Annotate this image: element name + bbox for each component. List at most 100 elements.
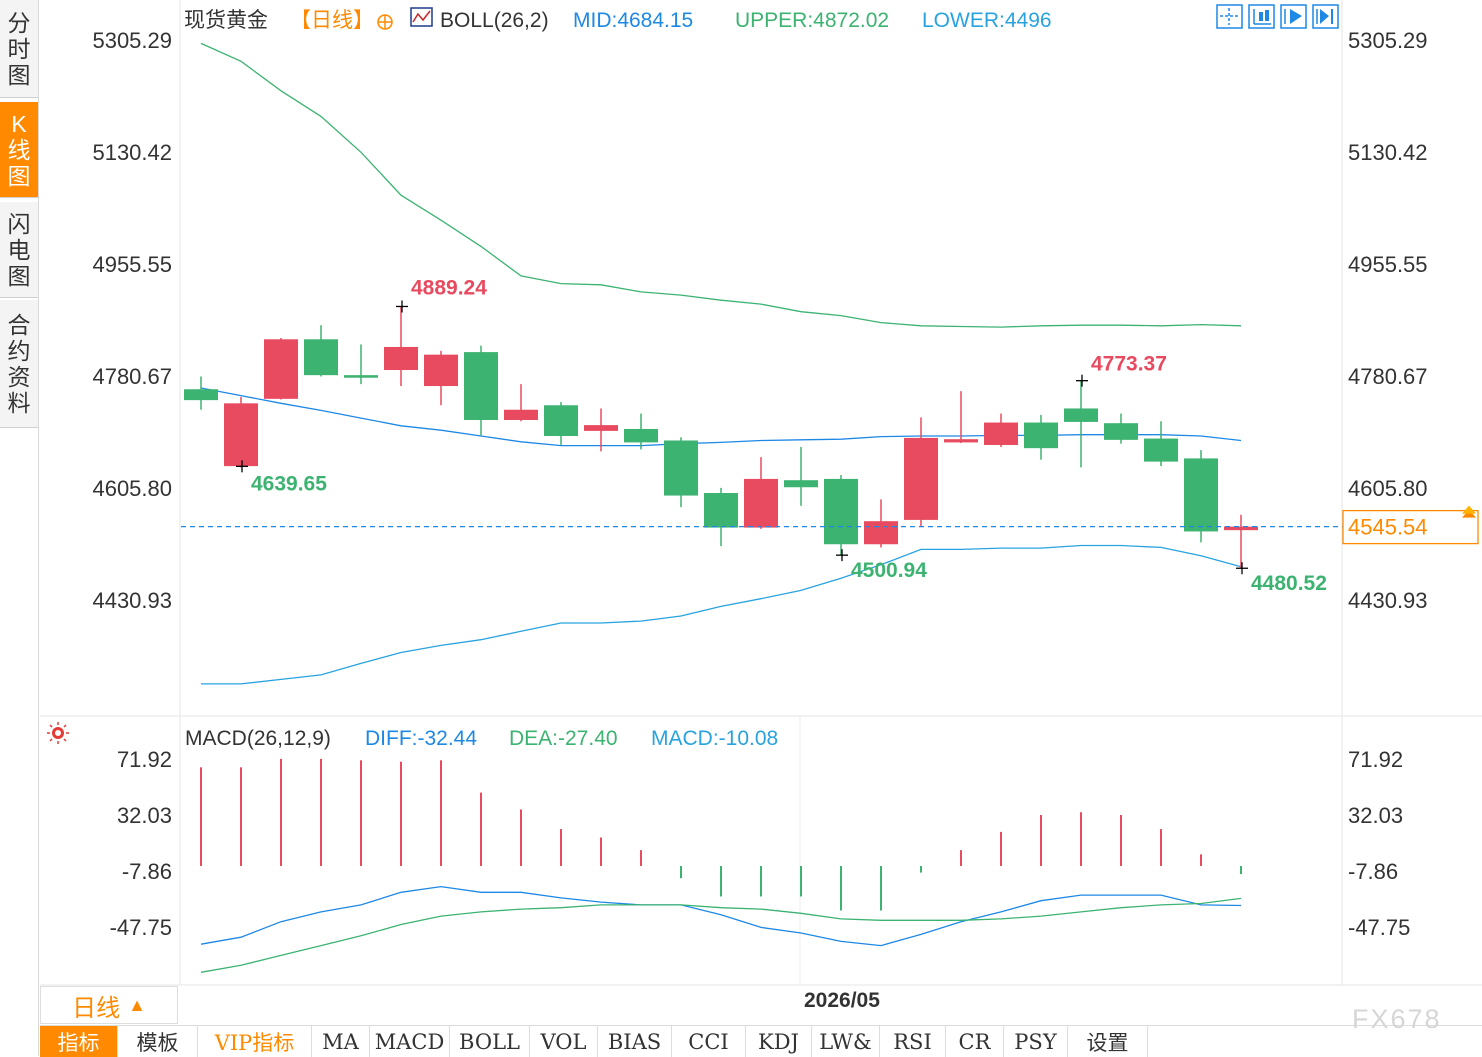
candle xyxy=(784,446,818,506)
side-tab-char: 闪 xyxy=(7,210,31,237)
candle-body xyxy=(1064,408,1098,422)
side-tab-char: 图 xyxy=(7,262,31,289)
price-axis-label-right: 4430.93 xyxy=(1348,588,1428,613)
boll-lower-line xyxy=(201,544,1242,685)
candle-body xyxy=(944,439,978,443)
bottom-tab-boll[interactable]: BOLL xyxy=(450,1026,530,1057)
candle xyxy=(544,402,578,445)
bottom-tab-cci[interactable]: CCI xyxy=(672,1026,746,1057)
macd-settings-icon[interactable] xyxy=(47,722,69,744)
candle xyxy=(1144,421,1178,467)
candle xyxy=(584,408,618,452)
add-compare-icon[interactable] xyxy=(377,14,393,30)
candle-body xyxy=(184,389,218,401)
boll-upper-line xyxy=(200,42,1242,328)
side-tab-2[interactable]: 闪电图 xyxy=(0,202,38,298)
bottom-tab-设置[interactable]: 设置 xyxy=(1068,1026,1148,1057)
side-tab-3[interactable]: 合约资料 xyxy=(0,300,38,428)
bottom-tab-macd[interactable]: MACD xyxy=(370,1026,450,1057)
side-tab-char: 电 xyxy=(7,236,31,263)
bottom-tab-ma[interactable]: MA xyxy=(312,1026,370,1057)
macd-axis-label-right: -7.86 xyxy=(1348,859,1398,884)
side-tab-char: 分 xyxy=(7,9,31,36)
price-axis-label-left: 5305.29 xyxy=(92,28,172,53)
bottom-tab-bias[interactable]: BIAS xyxy=(598,1026,672,1057)
bottom-tab-模板[interactable]: 模板 xyxy=(118,1026,198,1057)
price-axis-label-right: 4955.55 xyxy=(1348,252,1428,277)
price-axis-label-right: 5130.42 xyxy=(1348,140,1428,165)
candle xyxy=(384,306,418,387)
candle xyxy=(1064,380,1098,468)
side-tab-char: 料 xyxy=(7,389,31,416)
candle xyxy=(1024,414,1058,460)
side-tab-char: 约 xyxy=(7,337,31,364)
bottom-tab-vol[interactable]: VOL xyxy=(530,1026,598,1057)
skip-to-end-icon[interactable] xyxy=(1312,4,1339,29)
candle xyxy=(184,376,218,410)
candle xyxy=(824,475,858,556)
candle-body xyxy=(704,493,738,528)
candle xyxy=(424,350,458,406)
bottom-tab-指标[interactable]: 指标 xyxy=(40,1026,118,1057)
kline-chart[interactable]: 5305.29 5130.42 4955.55 4780.67 4605.80 4430.… xyxy=(0,0,1482,1025)
candle-body xyxy=(384,346,418,371)
candle xyxy=(904,417,938,527)
candle-body xyxy=(664,440,698,496)
side-tab-0[interactable]: 分时图 xyxy=(0,0,38,98)
candle-body xyxy=(1184,458,1218,532)
play-icon[interactable] xyxy=(1280,4,1307,29)
macd-diff-line xyxy=(200,885,1242,947)
candle xyxy=(224,396,258,468)
period-label[interactable]: 【日线】 xyxy=(290,9,374,32)
crosshair-icon[interactable] xyxy=(1216,4,1243,29)
side-tab-char: 图 xyxy=(7,61,31,88)
bottom-tab-rsi[interactable]: RSI xyxy=(880,1026,946,1057)
candle xyxy=(504,384,538,422)
macd-axis-label-left: 71.92 xyxy=(117,747,172,772)
candlesticks xyxy=(184,306,1258,569)
candle xyxy=(624,413,658,450)
macd-lines xyxy=(200,885,1242,973)
candle-body xyxy=(784,480,818,488)
candle xyxy=(864,499,898,548)
bottom-tab-psy[interactable]: PSY xyxy=(1004,1026,1068,1057)
x-axis-date-label: 2026/05 xyxy=(804,989,880,1012)
boll-upper-value: UPPER:4872.02 xyxy=(735,9,889,32)
last-price-box xyxy=(1342,509,1479,545)
candle-body xyxy=(624,428,658,443)
side-tab-char: K xyxy=(11,110,27,137)
price-axis-label-left: 4430.93 xyxy=(92,588,172,613)
price-axis-icon[interactable] xyxy=(1248,4,1275,29)
candle xyxy=(744,457,778,529)
boll-indicator-name: BOLL(26,2) xyxy=(440,9,549,32)
candle-body xyxy=(904,437,938,520)
side-tab-char: 资 xyxy=(7,363,31,390)
macd-histogram xyxy=(200,758,1242,911)
bottom-tab-vip指标[interactable]: VIP指标 xyxy=(198,1026,312,1057)
annotation-low2: 4500.94 xyxy=(851,559,927,582)
bottom-tab-cr[interactable]: CR xyxy=(946,1026,1004,1057)
price-axis: 5305.29 5130.42 4955.55 4780.67 4605.80 4430.… xyxy=(92,28,1427,613)
bottom-tab-kdj[interactable]: KDJ xyxy=(746,1026,812,1057)
annotation-low3: 4480.52 xyxy=(1251,572,1327,595)
price-alert-icon[interactable] xyxy=(1462,505,1476,514)
indicator-tab-bar: 指标 模板 VIP指标 MA MACD BOLL VOL BIAS CCI KDJ LW& RSI CR… xyxy=(40,1025,1482,1057)
price-axis-label-left: 4605.80 xyxy=(92,476,172,501)
indicator-chart-icon[interactable] xyxy=(410,7,433,27)
bottom-tab-lw&[interactable]: LW& xyxy=(812,1026,880,1057)
macd-diff-value: DIFF:-32.44 xyxy=(365,727,477,750)
price-axis-label-right: 4605.80 xyxy=(1348,476,1428,501)
macd-dea-line xyxy=(200,897,1242,973)
boll-mid-value: MID:4684.15 xyxy=(573,9,693,32)
candle-body xyxy=(864,521,898,545)
candle-body xyxy=(744,478,778,528)
macd-dea-value: DEA:-27.40 xyxy=(509,727,618,750)
candle-body xyxy=(1224,526,1258,531)
period-selector[interactable]: 日线 ▲ xyxy=(40,986,178,1024)
macd-axis-label-left: 32.03 xyxy=(117,803,172,828)
candle xyxy=(1184,450,1218,543)
candle-body xyxy=(424,354,458,387)
annotation-low1: 4639.65 xyxy=(251,472,327,495)
price-annotations: 4889.24 4639.65 4773.37 4500.94 4480.52 xyxy=(236,276,1327,595)
